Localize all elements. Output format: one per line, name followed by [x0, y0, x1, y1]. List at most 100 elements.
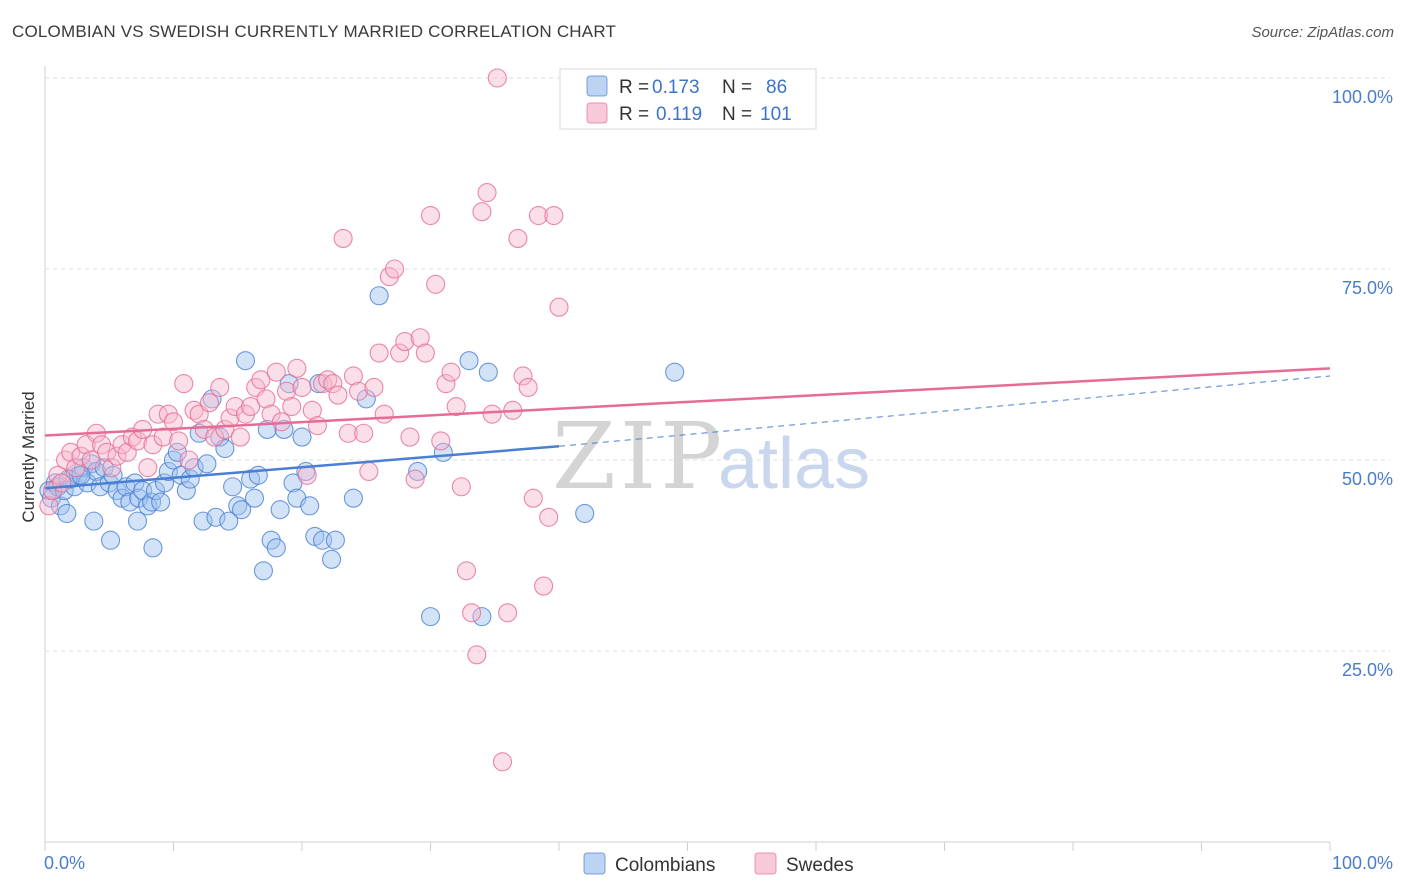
colombian-point-74	[143, 538, 163, 558]
swede-point-20	[138, 458, 158, 478]
colombian-point-22	[125, 473, 145, 493]
colombian-point-4	[50, 496, 70, 516]
colombian-point-34	[176, 481, 196, 501]
legend-r-value-swedes: 0.119	[656, 104, 702, 125]
watermark-zip: ZIP	[552, 403, 726, 510]
swede-point-5	[61, 442, 81, 462]
colombian-point-58	[279, 374, 299, 394]
x-tick-label-0: 0.0%	[44, 853, 85, 873]
colombian-point-28	[151, 492, 171, 512]
colombian-point-52	[253, 561, 274, 581]
legend-top: R = 0.173 N = 86 R = 0.119 N = 101	[559, 68, 817, 130]
swede-point-93	[513, 366, 533, 386]
swede-point-88	[487, 68, 507, 88]
swede-point-29	[184, 400, 204, 420]
y-axis-title: Currently Married	[19, 391, 38, 522]
swede-point-65	[369, 343, 389, 363]
swede-point-38	[230, 427, 250, 447]
swede-point-31	[194, 419, 214, 439]
swede-point-50	[292, 377, 312, 397]
swede-point-0	[39, 496, 59, 516]
colombian-point-25	[138, 496, 158, 516]
colombian-point-82	[575, 503, 595, 524]
swede-point-42	[251, 370, 271, 390]
legend-n-label-swedes: N =	[722, 104, 752, 125]
colombian-point-81	[478, 362, 498, 382]
swede-point-55	[318, 370, 338, 390]
colombian-point-71	[84, 511, 104, 531]
swede-point-56	[323, 374, 343, 394]
colombian-point-72	[100, 530, 121, 550]
swede-point-100	[549, 297, 569, 317]
swede-point-63	[359, 461, 379, 482]
colombian-point-77	[420, 607, 441, 627]
swede-point-79	[441, 362, 461, 382]
trend-line-colombians	[44, 445, 560, 490]
swede-point-78	[436, 374, 456, 394]
swede-point-74	[415, 343, 435, 363]
colombian-point-45	[223, 477, 243, 497]
swede-point-59	[338, 423, 358, 443]
colombian-point-48	[235, 351, 256, 371]
y-tick-label-1: 75.0%	[1342, 278, 1393, 298]
trend-lines	[44, 367, 1331, 490]
swede-point-86	[477, 183, 497, 203]
colombian-point-51	[248, 465, 268, 485]
swede-point-60	[343, 366, 363, 386]
swede-point-23	[153, 427, 173, 447]
colombian-point-38	[193, 511, 213, 531]
swede-point-21	[143, 435, 163, 455]
swede-point-75	[420, 205, 441, 226]
swede-point-96	[528, 205, 548, 226]
swede-point-89	[492, 752, 513, 772]
colombian-point-76	[408, 461, 428, 482]
swede-point-9	[81, 450, 101, 470]
colombian-point-73	[127, 511, 148, 531]
colombian-point-75	[369, 286, 389, 306]
swede-point-68	[384, 259, 405, 279]
swede-point-13	[102, 458, 122, 478]
series-swedes	[39, 68, 569, 772]
swede-point-43	[256, 389, 276, 409]
colombian-point-50	[244, 488, 265, 508]
swede-point-3	[52, 473, 72, 493]
swede-point-82	[456, 561, 477, 581]
swede-point-95	[523, 488, 543, 508]
colombian-point-70	[356, 389, 376, 409]
swede-point-98	[539, 507, 559, 527]
legend-bottom-label-swedes: Swedes	[786, 855, 854, 876]
swede-point-14	[107, 446, 127, 466]
swede-point-90	[498, 603, 518, 623]
swede-point-53	[307, 416, 327, 436]
series-colombians	[39, 286, 685, 627]
legend-r-label-swedes: R =	[619, 104, 649, 125]
colombian-point-55	[266, 538, 286, 558]
trend-line-colombians-extension	[558, 375, 1331, 447]
legend-bottom-swatch-colombians	[583, 852, 606, 875]
swede-point-80	[446, 396, 466, 417]
colombian-point-44	[219, 511, 239, 531]
trend-line-swedes	[44, 367, 1331, 437]
swede-point-87	[482, 404, 502, 424]
chart-title: COLOMBIAN VS SWEDISH CURRENTLY MARRIED C…	[12, 22, 617, 41]
swede-point-40	[241, 396, 261, 417]
y-tick-label-0: 100.0%	[1332, 87, 1393, 107]
legend-bottom: Colombians Swedes	[583, 852, 854, 876]
legend-n-label-colombians: N =	[722, 77, 752, 98]
swede-point-61	[348, 381, 369, 401]
legend-swatch-colombians	[586, 75, 608, 97]
colombian-point-41	[206, 507, 226, 527]
swede-point-26	[169, 431, 189, 451]
y-tick-label-2: 50.0%	[1342, 469, 1393, 489]
swede-point-48	[282, 396, 302, 417]
swede-point-22	[148, 404, 168, 424]
swede-point-77	[431, 431, 451, 451]
colombian-point-63	[300, 496, 320, 516]
legend-n-value-colombians: 86	[766, 77, 787, 98]
watermark-atlas: atlas	[718, 424, 870, 504]
swede-point-49	[287, 358, 307, 378]
colombian-point-17	[103, 465, 123, 485]
swede-point-69	[390, 343, 410, 363]
swede-point-99	[544, 205, 564, 226]
colombian-point-35	[180, 469, 200, 489]
